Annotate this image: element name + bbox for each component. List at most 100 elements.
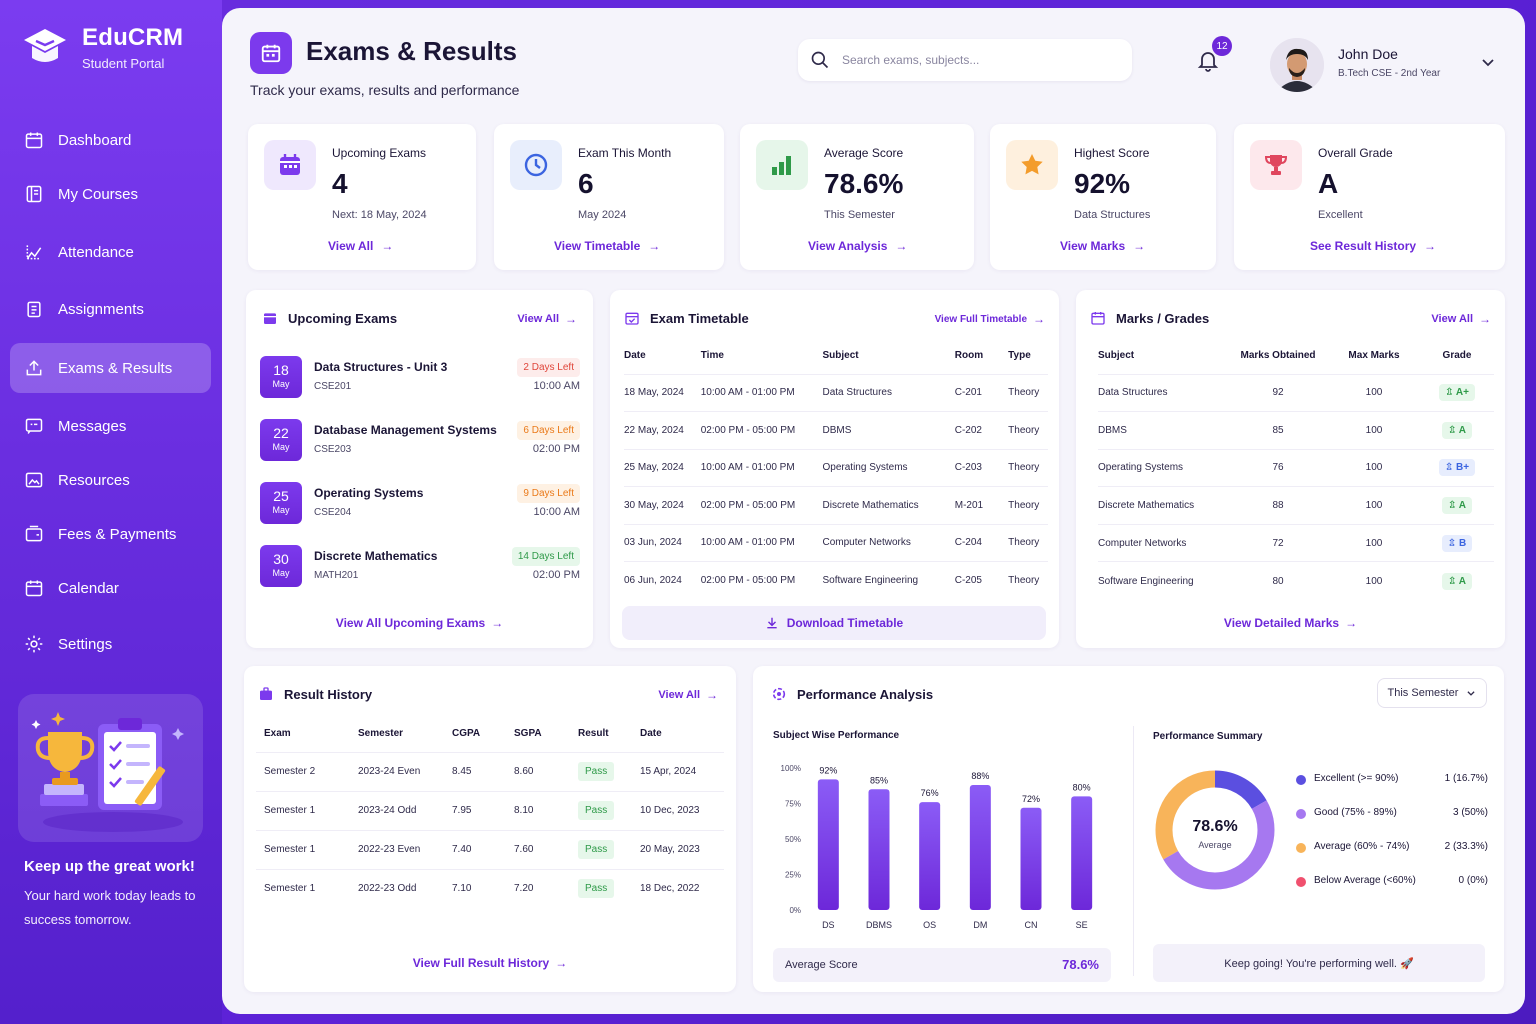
- link-label: View Full Timetable: [934, 313, 1027, 325]
- table-cell: Semester 1: [256, 829, 350, 869]
- graduation-cap-logo-icon: [24, 28, 66, 62]
- legend-item: Average (60% - 74%) 2 (33.3%): [1296, 840, 1488, 856]
- upcoming-view-all-link[interactable]: View All →: [517, 312, 577, 326]
- column-header: Subject: [1098, 350, 1135, 362]
- arrow-right-icon: →: [1479, 312, 1491, 326]
- bar-dbms[interactable]: [868, 789, 890, 910]
- cell-text: C-203: [954, 462, 982, 474]
- cell-text: 10:00 AM - 01:00 PM: [700, 537, 795, 549]
- exam-code: CSE204: [314, 507, 352, 518]
- notification-bell-icon[interactable]: [1196, 48, 1220, 72]
- sidebar-item-settings[interactable]: Settings: [10, 619, 211, 669]
- list-item[interactable]: 25 May Operating Systems CSE204 9 Days Left 1…: [260, 482, 580, 526]
- search-input[interactable]: [842, 53, 1112, 67]
- message-icon: [25, 418, 43, 434]
- y-tick-label: 25%: [785, 871, 801, 880]
- search-bar[interactable]: [798, 39, 1132, 81]
- exam-day: 30: [273, 551, 289, 567]
- bar-ds[interactable]: [817, 779, 839, 910]
- sidebar-item-exams-results[interactable]: Exams & Results: [10, 343, 211, 393]
- bar-os[interactable]: [919, 802, 941, 910]
- star-icon: [1021, 154, 1043, 175]
- table-header-row: Subject Marks Obtained Max Marks Grade: [1098, 338, 1494, 374]
- table-cell: 100: [1328, 561, 1420, 600]
- period-select[interactable]: This Semester: [1377, 678, 1487, 708]
- table-cell: Theory: [1008, 373, 1048, 412]
- performance-analysis-card: Performance Analysis This Semester Subje…: [753, 666, 1504, 992]
- table-cell: 20 May, 2023: [632, 829, 724, 869]
- cell-text: Theory: [1008, 499, 1040, 511]
- view-full-result-history-link[interactable]: View Full Result History →: [244, 956, 736, 970]
- grade-icon: ⇫: [1447, 537, 1459, 549]
- column-header: Result: [578, 728, 609, 740]
- column-header: Grade: [1442, 350, 1472, 362]
- book-icon: [26, 185, 42, 203]
- stat-label: Exam This Month: [578, 146, 672, 160]
- table-cell: 02:00 PM - 05:00 PM: [700, 486, 823, 524]
- bar-se[interactable]: [1071, 796, 1093, 910]
- sidebar-item-fees-payments[interactable]: Fees & Payments: [10, 509, 211, 559]
- bar-value-label: 92%: [819, 765, 837, 775]
- table-row: 22 May, 2024 02:00 PM - 05:00 PM DBMS C-202…: [624, 411, 1048, 449]
- bar-cn[interactable]: [1020, 807, 1042, 910]
- grade-badge: ⇫ B: [1441, 534, 1473, 552]
- chevron-down-icon[interactable]: [1480, 54, 1496, 70]
- cell-text: 100: [1365, 537, 1383, 549]
- avatar[interactable]: [1270, 38, 1324, 92]
- exam-time: 02:00 PM: [532, 443, 580, 455]
- calendar-icon: [280, 154, 300, 175]
- donut-segment[interactable]: [1155, 770, 1275, 890]
- stat-icon-box: [1250, 140, 1302, 190]
- marks-view-all-link[interactable]: View All →: [1431, 312, 1491, 326]
- stat-link[interactable]: View Analysis →: [808, 239, 907, 253]
- stat-subtext: This Semester: [824, 209, 895, 221]
- link-label: View Marks: [1060, 239, 1126, 253]
- sidebar-item-messages[interactable]: Messages: [10, 401, 211, 451]
- bar-chart-icon: [772, 156, 791, 175]
- table-cell: Operating Systems: [1098, 448, 1228, 487]
- donut-segment[interactable]: [1155, 770, 1275, 890]
- sidebar-item-resources[interactable]: Resources: [10, 455, 211, 505]
- stat-link[interactable]: View Timetable →: [554, 239, 660, 253]
- encouragement-note: Keep going! You're performing well. 🚀: [1153, 944, 1485, 982]
- sidebar-item-attendance[interactable]: Attendance: [10, 227, 211, 277]
- view-all-upcoming-exams-link[interactable]: View All Upcoming Exams →: [246, 616, 593, 630]
- table-row: Semester 1 2022-23 Even 7.40 7.60 Pass 20 May…: [256, 829, 724, 869]
- cell-text: 10:00 AM - 01:00 PM: [700, 462, 795, 474]
- exam-name: Operating Systems: [314, 486, 424, 500]
- download-timetable-button[interactable]: Download Timetable: [622, 606, 1046, 640]
- list-item[interactable]: 22 May Database Management Systems CSE203 6 …: [260, 419, 580, 463]
- x-tick-label: SE: [1076, 920, 1088, 930]
- stat-link[interactable]: View All →: [328, 239, 393, 253]
- exam-day: 25: [273, 488, 289, 504]
- view-full-timetable-link[interactable]: View Full Timetable →: [935, 312, 1045, 326]
- brand[interactable]: EduCRM Student Portal: [22, 24, 183, 71]
- list-item[interactable]: 30 May Discrete Mathematics MATH201 14 Days …: [260, 545, 580, 589]
- cell-text: Theory: [1008, 575, 1040, 586]
- page-title: Exams & Results: [306, 36, 517, 66]
- result-badge: Pass: [578, 840, 615, 859]
- column-header: Date: [624, 350, 646, 362]
- arrow-right-icon: →: [565, 312, 577, 326]
- history-view-all-link[interactable]: View All →: [658, 688, 718, 702]
- link-label: View All Upcoming Exams: [335, 616, 486, 630]
- exam-month: May: [272, 379, 290, 389]
- stat-link[interactable]: See Result History →: [1310, 239, 1436, 253]
- stat-value: 78.6%: [824, 168, 904, 199]
- stat-link[interactable]: View Marks →: [1060, 239, 1145, 253]
- column-header: SGPA: [514, 728, 542, 740]
- cell-text: 100: [1365, 462, 1383, 474]
- sidebar-item-dashboard[interactable]: Dashboard: [10, 115, 211, 165]
- cell-text: Data Structures: [1098, 387, 1168, 399]
- link-label: View All: [658, 689, 700, 701]
- grade-icon: ⇫: [1447, 424, 1459, 436]
- list-item[interactable]: 18 May Data Structures - Unit 3 CSE201 2 Day…: [260, 356, 580, 400]
- sidebar-item-calendar[interactable]: Calendar: [10, 563, 211, 613]
- sidebar-item-assignments[interactable]: Assignments: [10, 284, 211, 334]
- sidebar-item-my-courses[interactable]: My Courses: [10, 169, 211, 219]
- cell-text: 7.20: [514, 883, 534, 895]
- view-detailed-marks-link[interactable]: View Detailed Marks →: [1076, 616, 1505, 630]
- stat-value: 6: [578, 168, 594, 199]
- stat-subtext: Next: 18 May, 2024: [332, 209, 427, 221]
- bar-dm[interactable]: [969, 785, 991, 910]
